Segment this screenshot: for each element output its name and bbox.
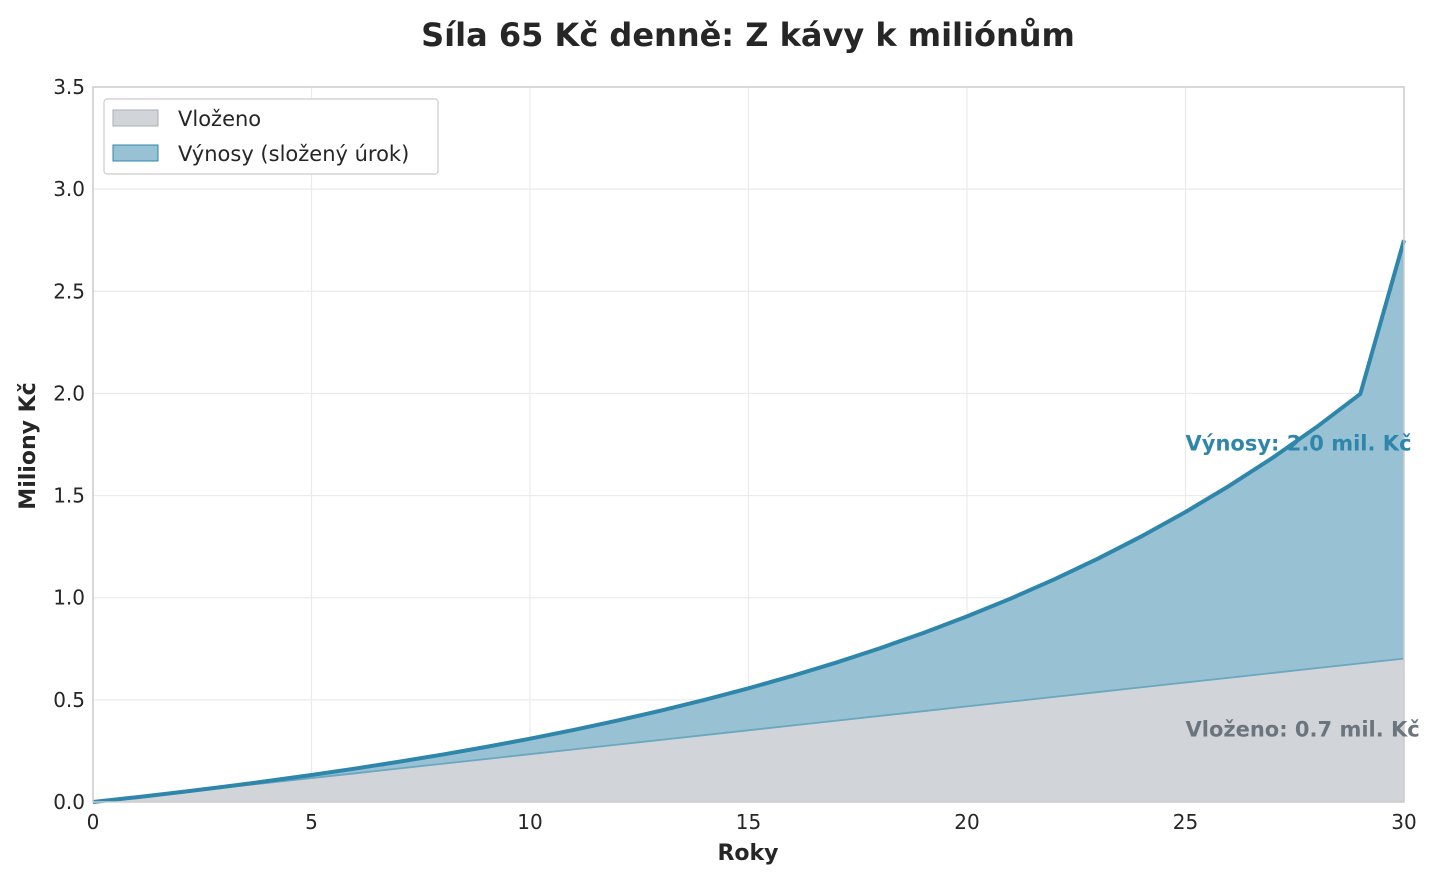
- legend-swatch-vlozeno: [112, 109, 159, 127]
- x-axis-ticks: 0 5 10 15 20 25 30: [87, 810, 1417, 834]
- x-tick-label-25: 25: [1173, 810, 1198, 834]
- x-tick-label-10: 10: [517, 810, 542, 834]
- line-vlozeno: [92, 657, 1405, 803]
- x-tick-label-20: 20: [954, 810, 979, 834]
- area-layers: [92, 239, 1406, 804]
- line-total: [92, 239, 1406, 804]
- y-tick-label-1.0: 1.0: [53, 586, 85, 610]
- y-tick-label-3.0: 3.0: [53, 177, 85, 201]
- legend: Vloženo Výnosy (složený úrok): [103, 98, 439, 175]
- plot-frame: [92, 86, 1405, 803]
- y-tick-label-3.5: 3.5: [53, 75, 85, 99]
- legend-label-vlozeno: Vloženo: [178, 107, 261, 131]
- y-tick-label-2.5: 2.5: [53, 279, 85, 303]
- y-tick-label-1.5: 1.5: [53, 484, 85, 508]
- legend-swatch-vynosy: [112, 144, 159, 162]
- y-axis-ticks: 0.0 0.5 1.0 1.5 2.0 2.5 3.0 3.5: [53, 75, 85, 814]
- annotation-1: Vloženo: 0.7 mil. Kč: [1186, 718, 1420, 742]
- y-tick-label-0.5: 0.5: [53, 688, 85, 712]
- x-tick-label-15: 15: [736, 810, 761, 834]
- y-axis-label: Miliony Kč: [16, 382, 41, 509]
- chart-title: Síla 65 Kč denně: Z kávy k miliónům: [421, 16, 1075, 54]
- annotations: Výnosy: 2.0 mil. Kč Vloženo: 0.7 mil. Kč: [1186, 432, 1420, 742]
- y-tick-label-2.0: 2.0: [53, 381, 85, 405]
- legend-box: [103, 98, 439, 175]
- x-axis-label: Roky: [717, 841, 778, 866]
- x-tick-label-5: 5: [305, 810, 318, 834]
- annotation-0: Výnosy: 2.0 mil. Kč: [1186, 432, 1412, 456]
- area-vynosy: [93, 240, 1404, 802]
- y-tick-label-0.0: 0.0: [53, 790, 85, 814]
- x-tick-label-0: 0: [87, 810, 100, 834]
- x-tick-label-30: 30: [1391, 810, 1416, 834]
- legend-label-vynosy: Výnosy (složený úrok): [178, 142, 409, 166]
